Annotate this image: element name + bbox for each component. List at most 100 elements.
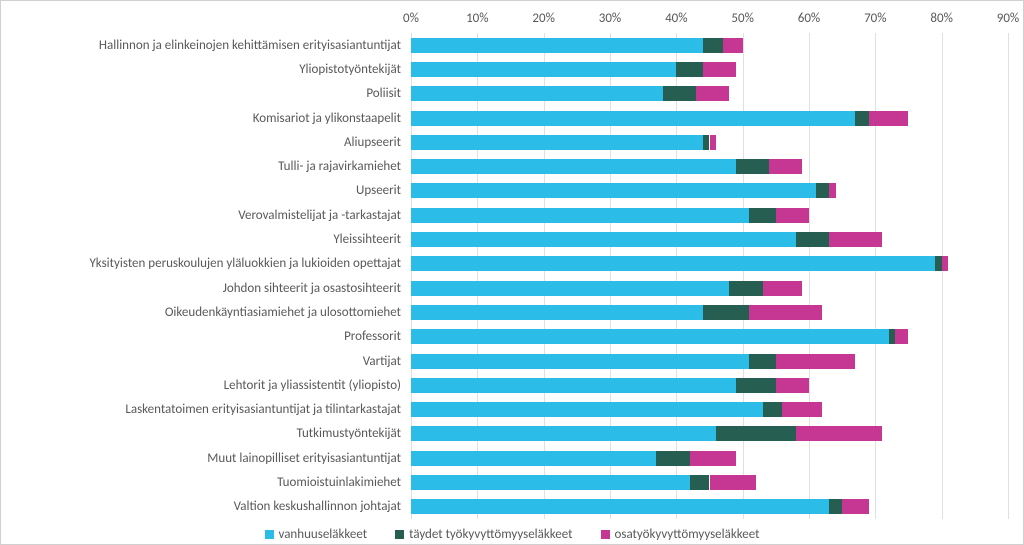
bar-segment-taydet bbox=[703, 38, 723, 53]
bar-segment-vanhuus bbox=[411, 135, 703, 150]
axis-tick: 30% bbox=[599, 11, 621, 26]
bar-track bbox=[411, 159, 1008, 174]
bar-segment-osa bbox=[842, 499, 869, 514]
category-label: Valtion keskushallinnon johtajat bbox=[16, 499, 411, 514]
bar-row: Verovalmistelijat ja -tarkastajat bbox=[16, 203, 1008, 227]
bar-track bbox=[411, 208, 1008, 223]
bar-segment-taydet bbox=[703, 305, 749, 320]
bar-segment-taydet bbox=[855, 111, 868, 126]
bar-segment-vanhuus bbox=[411, 475, 690, 490]
bar-row: Komisariot ja ylikonstaapelit bbox=[16, 106, 1008, 130]
bar-segment-taydet bbox=[656, 451, 689, 466]
bar-segment-osa bbox=[763, 281, 803, 296]
bar-track bbox=[411, 475, 1008, 490]
legend-label: täydet työkyvyttömyyseläkkeet bbox=[409, 527, 572, 542]
swatch-vanhuus bbox=[265, 530, 274, 539]
axis-tick: 10% bbox=[466, 11, 488, 26]
bar-track bbox=[411, 135, 1008, 150]
bar-segment-vanhuus bbox=[411, 426, 716, 441]
plot-area: Hallinnon ja elinkeinojen kehittämisen e… bbox=[16, 33, 1008, 519]
bar-segment-taydet bbox=[716, 426, 796, 441]
bar-row: Aliupseerit bbox=[16, 130, 1008, 154]
bar-track bbox=[411, 378, 1008, 393]
bar-row: Hallinnon ja elinkeinojen kehittämisen e… bbox=[16, 33, 1008, 57]
bar-row: Tutkimustyöntekijät bbox=[16, 422, 1008, 446]
bar-segment-osa bbox=[829, 183, 836, 198]
bar-segment-osa bbox=[796, 426, 882, 441]
category-label: Tutkimustyöntekijät bbox=[16, 426, 411, 441]
bar-segment-vanhuus bbox=[411, 62, 676, 77]
bar-segment-taydet bbox=[749, 208, 776, 223]
bar-segment-taydet bbox=[703, 135, 710, 150]
bar-row: Professorit bbox=[16, 325, 1008, 349]
bar-segment-osa bbox=[869, 111, 909, 126]
bar-segment-osa bbox=[769, 159, 802, 174]
bar-row: Muut lainopilliset erityisasiantuntijat bbox=[16, 446, 1008, 470]
bar-segment-taydet bbox=[663, 86, 696, 101]
bar-segment-osa bbox=[776, 354, 856, 369]
x-axis: 0%10%20%30%40%50%60%70%80%90% bbox=[16, 11, 1008, 33]
bar-track bbox=[411, 499, 1008, 514]
bar-track bbox=[411, 183, 1008, 198]
bar-segment-taydet bbox=[736, 378, 776, 393]
bar-segment-vanhuus bbox=[411, 256, 935, 271]
bar-segment-vanhuus bbox=[411, 38, 703, 53]
bar-track bbox=[411, 354, 1008, 369]
bar-segment-osa bbox=[829, 232, 882, 247]
bar-segment-vanhuus bbox=[411, 499, 829, 514]
bar-segment-osa bbox=[942, 256, 949, 271]
category-label: Tuomioistuinlakimiehet bbox=[16, 475, 411, 490]
legend-item-osa: osatyökyvyttömyyseläkkeet bbox=[601, 527, 760, 542]
bar-segment-taydet bbox=[829, 499, 842, 514]
category-label: Professorit bbox=[16, 329, 411, 344]
bar-row: Tulli- ja rajavirkamiehet bbox=[16, 154, 1008, 178]
category-label: Aliupseerit bbox=[16, 135, 411, 150]
category-label: Johdon sihteerit ja osastosihteerit bbox=[16, 281, 411, 296]
category-label: Yleissihteerit bbox=[16, 232, 411, 247]
bar-segment-vanhuus bbox=[411, 232, 796, 247]
bar-row: Johdon sihteerit ja osastosihteerit bbox=[16, 276, 1008, 300]
bar-segment-osa bbox=[776, 208, 809, 223]
axis-tick: 70% bbox=[864, 11, 886, 26]
bar-segment-taydet bbox=[889, 329, 896, 344]
bar-row: Valtion keskushallinnon johtajat bbox=[16, 495, 1008, 519]
bar-segment-osa bbox=[710, 475, 756, 490]
bar-segment-vanhuus bbox=[411, 208, 749, 223]
bar-segment-taydet bbox=[729, 281, 762, 296]
category-label: Yksityisten peruskoulujen yläluokkien ja… bbox=[16, 256, 411, 271]
category-label: Upseerit bbox=[16, 183, 411, 198]
bar-segment-vanhuus bbox=[411, 305, 703, 320]
bar-segment-taydet bbox=[763, 402, 783, 417]
category-label: Muut lainopilliset erityisasiantuntijat bbox=[16, 451, 411, 466]
category-label: Komisariot ja ylikonstaapelit bbox=[16, 111, 411, 126]
axis-tick: 40% bbox=[665, 11, 687, 26]
bar-row: Poliisit bbox=[16, 82, 1008, 106]
axis-tick: 90% bbox=[997, 11, 1019, 26]
category-label: Lehtorit ja yliassistentit (yliopisto) bbox=[16, 378, 411, 393]
category-label: Oikeudenkäyntiasiamiehet ja ulosottomieh… bbox=[16, 305, 411, 320]
bar-row: Laskentatoimen erityisasiantuntijat ja t… bbox=[16, 397, 1008, 421]
category-label: Hallinnon ja elinkeinojen kehittämisen e… bbox=[16, 38, 411, 53]
bar-row: Lehtorit ja yliassistentit (yliopisto) bbox=[16, 373, 1008, 397]
bar-track bbox=[411, 402, 1008, 417]
legend-label: osatyökyvyttömyyseläkkeet bbox=[615, 527, 760, 542]
bar-segment-taydet bbox=[690, 475, 710, 490]
category-label: Yliopistotyöntekijät bbox=[16, 62, 411, 77]
bar-segment-vanhuus bbox=[411, 329, 889, 344]
bar-segment-taydet bbox=[676, 62, 703, 77]
bar-segment-osa bbox=[776, 378, 809, 393]
bar-segment-osa bbox=[895, 329, 908, 344]
bar-segment-osa bbox=[749, 305, 822, 320]
bar-segment-vanhuus bbox=[411, 86, 663, 101]
gridline bbox=[1008, 33, 1009, 519]
bar-track bbox=[411, 281, 1008, 296]
swatch-osa bbox=[601, 530, 610, 539]
bar-segment-taydet bbox=[816, 183, 829, 198]
legend-item-vanhuus: vanhuuseläkkeet bbox=[265, 527, 368, 542]
swatch-taydet bbox=[395, 530, 404, 539]
axis-tick: 60% bbox=[798, 11, 820, 26]
bar-segment-osa bbox=[696, 86, 729, 101]
bar-track bbox=[411, 38, 1008, 53]
bar-track bbox=[411, 111, 1008, 126]
category-label: Vartijat bbox=[16, 354, 411, 369]
